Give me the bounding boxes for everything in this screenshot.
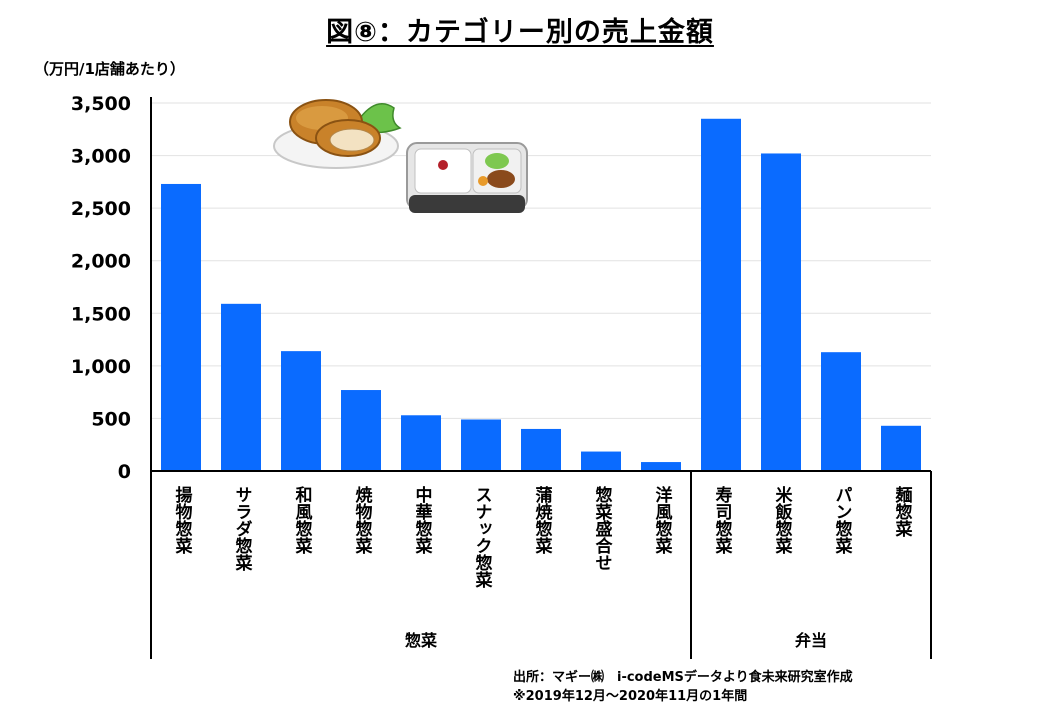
y-tick-label: 1,000 — [71, 356, 131, 378]
x-tick-label: 和風惣菜 — [291, 486, 312, 554]
y-tick-label: 3,000 — [71, 146, 131, 168]
source-note: 出所：マギー㈱ i-codeMSデータより食未来研究室作成 ※2019年12月～… — [513, 668, 853, 706]
chart-title: 図⑧：カテゴリー別の売上金額 — [326, 17, 714, 48]
bar — [401, 415, 441, 471]
period-note: ※2019年12月～2020年11月の1年間 — [513, 689, 748, 704]
bar — [161, 183, 201, 471]
bar — [821, 352, 861, 471]
x-tick-label: 寿司惣菜 — [711, 486, 732, 554]
croquette-illustration — [272, 88, 407, 177]
y-tick-label: 2,500 — [71, 198, 131, 220]
bar — [641, 462, 681, 471]
group-label: 惣菜 — [404, 631, 437, 650]
bar — [461, 419, 501, 471]
x-tick-label: 惣菜盛合せ — [591, 486, 612, 571]
x-tick-label: 中華惣菜 — [411, 486, 432, 554]
y-tick-label: 500 — [91, 408, 131, 430]
bar — [701, 118, 741, 472]
bar — [581, 451, 621, 471]
bar — [281, 351, 321, 471]
x-tick-label: 麺惣菜 — [891, 486, 912, 537]
bento-box-illustration — [403, 137, 531, 221]
y-tick-label: 0 — [118, 461, 131, 483]
y-tick-label: 2,000 — [71, 251, 131, 273]
y-tick-label: 1,500 — [71, 303, 131, 325]
x-tick-label: パン惣菜 — [831, 486, 852, 554]
x-tick-label: 揚物惣菜 — [171, 486, 192, 554]
bar — [881, 425, 921, 471]
bar — [761, 153, 801, 471]
bar — [521, 428, 561, 471]
y-tick-label: 3,500 — [71, 93, 131, 115]
x-tick-label: 米飯惣菜 — [771, 486, 792, 554]
x-tick-label: 焼物惣菜 — [351, 486, 372, 554]
group-label: 弁当 — [794, 631, 827, 650]
y-axis-unit-label: （万円/1店舗あたり） — [34, 60, 185, 78]
x-tick-label: スナック惣菜 — [471, 486, 492, 588]
x-tick-label: サラダ惣菜 — [231, 486, 252, 571]
source-line: 出所：マギー㈱ i-codeMSデータより食未来研究室作成 — [513, 670, 853, 685]
x-tick-label: 洋風惣菜 — [651, 486, 672, 554]
x-tick-label: 蒲焼惣菜 — [531, 486, 552, 554]
bar — [221, 303, 261, 471]
bar — [341, 390, 381, 471]
